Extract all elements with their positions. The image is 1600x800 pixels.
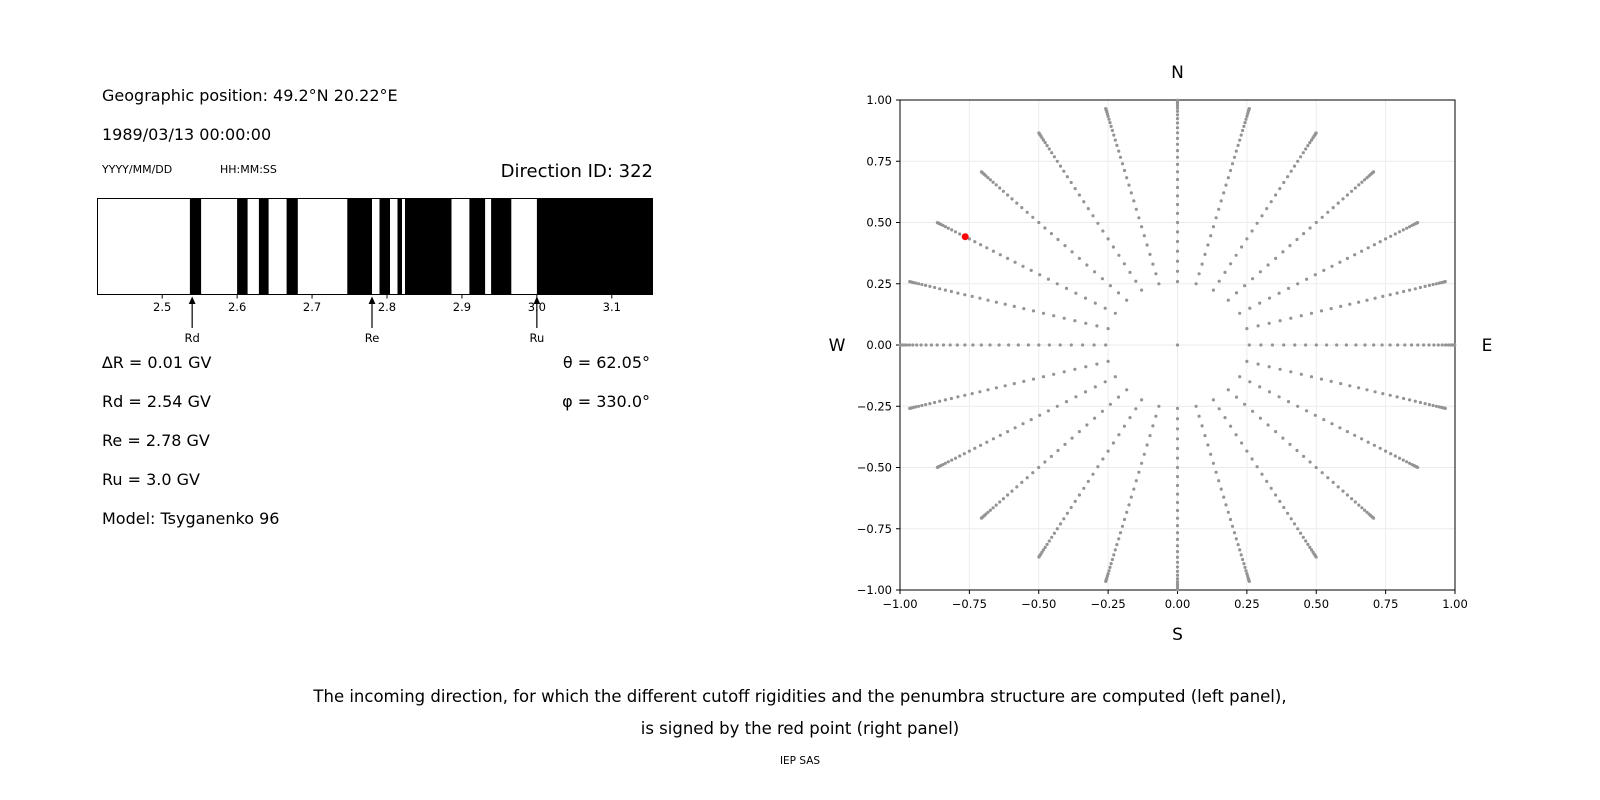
compass-w: W [829, 336, 846, 356]
svg-text:−1.00: −1.00 [857, 583, 892, 597]
datetime-text: 1989/03/13 00:00:00 [102, 125, 272, 144]
svg-text:−0.50: −0.50 [1021, 597, 1056, 611]
direction-plot: −1.00 −0.75 −0.50 −0.25 0.00 0.25 0.50 0.75 1.00… [829, 63, 1493, 645]
svg-text:3.1: 3.1 [603, 300, 621, 314]
compass-n: N [1171, 63, 1184, 83]
direction-x-ticks: −1.00 −0.75 −0.50 −0.25 0.00 0.25 0.50 0.75 1.00 [882, 590, 1468, 611]
penumbra-plot: 2.5 2.6 2.7 2.8 2.9 3.0 3.1Rd Re Ru [97, 198, 653, 345]
phi-value: φ = 330.0° [562, 392, 650, 411]
penumbra-bands [189, 199, 653, 294]
red-point [961, 233, 969, 241]
direction-y-ticks: −1.00 −0.75 −0.50 −0.25 0.00 0.25 0.50 0.75 1.00 [857, 93, 900, 597]
svg-text:0.50: 0.50 [866, 216, 892, 230]
svg-text:2.6: 2.6 [228, 300, 246, 314]
geo-position-text: Geographic position: 49.2°N 20.22°E [102, 86, 398, 105]
ru-value: Ru = 3.0 GV [102, 470, 200, 489]
caption-line2: is signed by the red point (right panel) [640, 719, 960, 738]
svg-text:−0.25: −0.25 [857, 399, 892, 413]
credit-text: IEP SAS [779, 755, 821, 767]
svg-text:2.5: 2.5 [153, 300, 171, 314]
svg-text:2.8: 2.8 [378, 300, 396, 314]
model-name: Model: Tsyganenko 96 [102, 509, 280, 528]
re-value: Re = 2.78 GV [102, 431, 210, 450]
delta-r-value: ∆R = 0.01 GV [102, 353, 212, 372]
svg-text:0.25: 0.25 [1234, 597, 1260, 611]
svg-text:−0.25: −0.25 [1091, 597, 1126, 611]
svg-text:Rd: Rd [185, 331, 200, 345]
penumbra-x-ticks: 2.5 2.6 2.7 2.8 2.9 3.0 3.1 [153, 295, 621, 314]
svg-text:0.75: 0.75 [1373, 597, 1399, 611]
date-format-hint: YYYY/MM/DD [102, 163, 173, 176]
svg-text:2.7: 2.7 [303, 300, 321, 314]
svg-text:0.75: 0.75 [866, 154, 892, 168]
svg-text:−1.00: −1.00 [882, 597, 917, 611]
svg-text:0.50: 0.50 [1303, 597, 1329, 611]
compass-e: E [1482, 336, 1493, 356]
svg-text:−0.75: −0.75 [952, 597, 987, 611]
svg-text:1.00: 1.00 [1442, 597, 1468, 611]
compass-s: S [1172, 625, 1183, 645]
theta-value: θ = 62.05° [562, 353, 650, 372]
rd-value: Rd = 2.54 GV [102, 392, 211, 411]
svg-text:Ru: Ru [529, 331, 544, 345]
svg-text:2.9: 2.9 [453, 300, 471, 314]
svg-text:0.25: 0.25 [866, 277, 892, 291]
svg-text:1.00: 1.00 [866, 93, 892, 107]
svg-text:−0.75: −0.75 [857, 522, 892, 536]
time-format-hint: HH:MM:SS [220, 163, 277, 176]
direction-id-text: Direction ID: 322 [500, 161, 653, 182]
svg-text:−0.50: −0.50 [857, 461, 892, 475]
svg-text:0.00: 0.00 [866, 338, 892, 352]
penumbra-markers: Rd Re Ru [185, 296, 544, 345]
direction-dots [898, 98, 1457, 592]
svg-text:Re: Re [365, 331, 380, 345]
svg-text:0.00: 0.00 [1165, 597, 1191, 611]
caption-line1: The incoming direction, for which the di… [313, 687, 1287, 706]
